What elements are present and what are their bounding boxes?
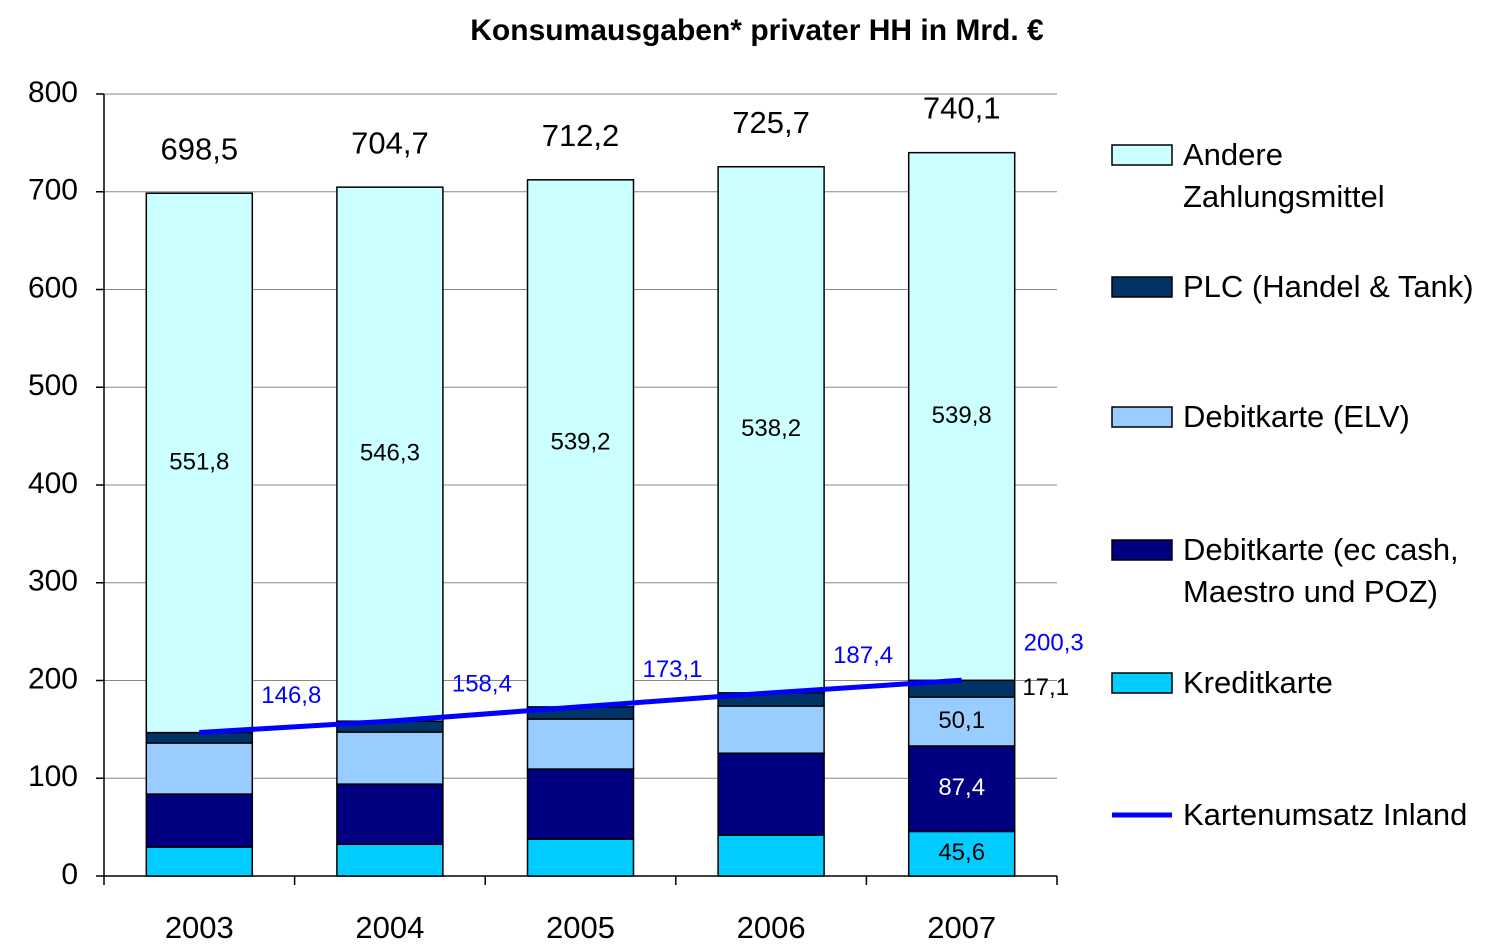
- total-label: 704,7: [351, 125, 429, 160]
- bar-segment: [145, 793, 254, 848]
- line-value-label: 146,8: [261, 682, 321, 709]
- value-label: 539,2: [550, 429, 610, 456]
- bar-segment: [907, 745, 1016, 833]
- bar-segment: [145, 731, 254, 744]
- legend-swatch: [1111, 276, 1173, 298]
- bar-segment: [526, 718, 635, 770]
- legend-label: PLC (Handel & Tank): [1183, 269, 1474, 304]
- x-tick-label: 2003: [165, 910, 234, 945]
- legend-swatch: [1111, 144, 1173, 166]
- chart-title: Konsumausgaben* privater HH in Mrd. €: [470, 14, 1044, 47]
- y-tick-label: 700: [28, 174, 78, 207]
- total-label: 725,7: [732, 105, 810, 140]
- bar-segment: [145, 742, 254, 795]
- bar-segment: [336, 843, 444, 877]
- legend-swatch: [1111, 539, 1173, 561]
- bar-segment: [336, 783, 444, 845]
- line-value-label: 173,1: [642, 656, 702, 683]
- y-tick-label: 400: [28, 467, 78, 500]
- legend-swatch: [1111, 406, 1173, 428]
- total-label: 740,1: [923, 91, 1001, 126]
- legend-label: Kreditkarte: [1183, 665, 1333, 700]
- value-label: 17,1: [1022, 674, 1069, 701]
- value-label: 539,8: [932, 402, 992, 429]
- legend-label: Debitkarte (ec cash, Maestro und POZ): [1183, 532, 1459, 609]
- value-label: 45,6: [938, 839, 985, 866]
- bar-segment: [145, 192, 254, 734]
- line-value-label: 158,4: [452, 671, 512, 698]
- legend-swatch: [1111, 672, 1173, 694]
- y-tick-label: 200: [28, 662, 78, 695]
- y-tick-label: 500: [28, 369, 78, 402]
- bar-segment: [526, 768, 635, 840]
- y-tick-label: 600: [28, 271, 78, 304]
- total-label: 698,5: [161, 131, 239, 166]
- x-tick-label: 2006: [737, 910, 806, 945]
- value-label: 546,3: [360, 440, 420, 467]
- bar-segment: [907, 830, 1016, 877]
- total-label: 712,2: [542, 118, 620, 153]
- legend-label: Kartenumsatz Inland: [1183, 797, 1468, 832]
- bar-segment: [145, 846, 254, 877]
- x-tick-label: 2004: [355, 910, 424, 945]
- y-tick-label: 100: [28, 760, 78, 793]
- value-label: 87,4: [938, 774, 985, 801]
- line: [199, 677, 962, 735]
- bar-segment: [717, 834, 825, 877]
- bar-segment: [717, 752, 825, 836]
- bar-segment: [336, 731, 444, 785]
- bar-segment: [526, 838, 635, 877]
- value-label: 551,8: [169, 448, 229, 475]
- legend-label: Andere Zahlungsmittel: [1183, 137, 1385, 214]
- legend-label: Debitkarte (ELV): [1183, 399, 1410, 434]
- bar-segment: [717, 705, 825, 754]
- y-tick-label: 800: [28, 76, 78, 109]
- bar-segment: [336, 186, 444, 722]
- value-label: 50,1: [938, 707, 985, 734]
- line-value-label: 200,3: [1024, 630, 1084, 657]
- y-tick-label: 300: [28, 565, 78, 598]
- line-value-label: 187,4: [833, 642, 893, 669]
- x-tick-label: 2007: [927, 910, 996, 945]
- y-tick-label: 0: [61, 858, 78, 891]
- x-tick-label: 2005: [546, 910, 615, 945]
- value-label: 538,2: [741, 415, 801, 442]
